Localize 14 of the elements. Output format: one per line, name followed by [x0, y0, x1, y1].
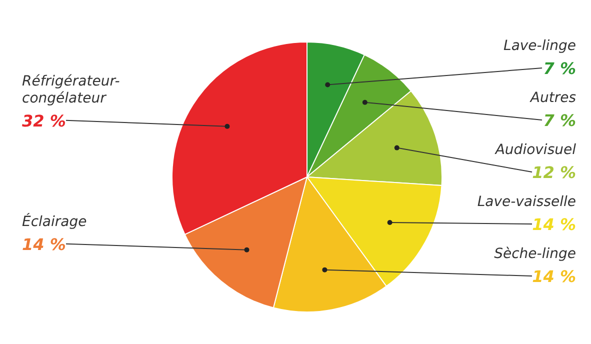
slice-label: Éclairage	[22, 212, 87, 230]
slice-label: Lave-linge	[504, 38, 576, 54]
slice-label: Sèche-linge	[494, 246, 576, 262]
data-label: 7 %	[543, 59, 576, 78]
slice-label: Audiovisuel	[494, 142, 576, 158]
data-label: 14 %	[532, 215, 576, 234]
data-label: 14 %	[22, 234, 66, 254]
data-label: 7 %	[543, 111, 576, 130]
slice-label: Lave-vaisselle	[477, 194, 576, 210]
data-label: 14 %	[532, 267, 576, 286]
data-label: 12 %	[532, 163, 576, 182]
slice-label: Autres	[529, 90, 576, 106]
slice-label: Réfrigérateur- congélateur	[22, 73, 120, 106]
data-label: 32 %	[22, 111, 66, 130]
